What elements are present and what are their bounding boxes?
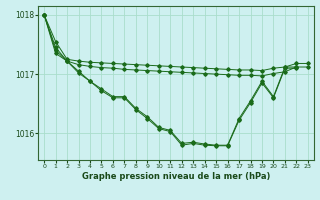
- X-axis label: Graphe pression niveau de la mer (hPa): Graphe pression niveau de la mer (hPa): [82, 172, 270, 181]
